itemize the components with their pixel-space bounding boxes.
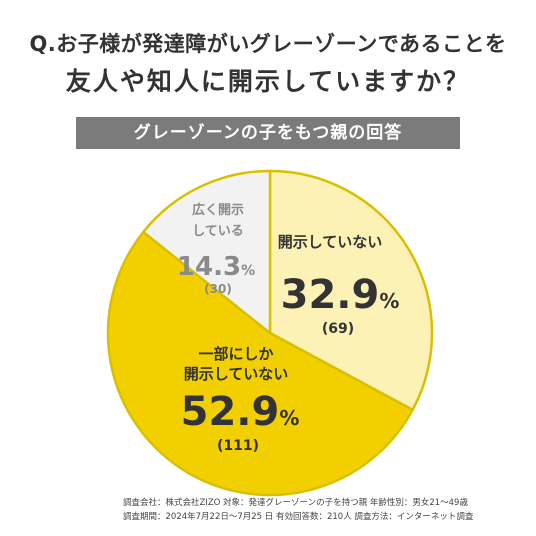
question-line-2: 友人や知人に開示していますか？: [65, 67, 471, 96]
slice-percent-unit-not-disclosed: %: [379, 289, 399, 313]
pie-slices: [106, 169, 434, 497]
slice-partially-disclosed: [106, 230, 414, 497]
slice-count-not-disclosed: (69): [322, 321, 354, 337]
slice-percent-value-widely: 14.3: [177, 252, 241, 282]
slice-percent-value-not-disclosed: 32.9: [281, 272, 380, 318]
footer-survey-info-1: 調査会社：株式会社ZIZO 対象：発達グレーゾーンの子を持つ親 年齢性別：男女2…: [123, 498, 468, 508]
slice-widely-disclosed: [142, 169, 272, 335]
slice-percent-value-partial: 52.9: [181, 389, 280, 435]
slice-label-partial-line2: 開示していない: [184, 365, 289, 383]
footer-survey-info-2: 調査期間：2024年7月22日〜7月25 日 有効回答数：210人 調査方法：イ…: [123, 512, 474, 522]
slice-label-widely-line2: している: [192, 224, 244, 239]
slice-label-partial-line1: 一部にしか: [198, 345, 273, 363]
slice-label-not-disclosed: 開示していない: [278, 233, 383, 251]
slice-label-widely-line1: 広く開示: [192, 202, 244, 218]
slice-count-widely: (30): [204, 282, 232, 296]
slice-count-partial: (111): [217, 438, 259, 454]
slice-percent-widely: 14.3%: [177, 252, 255, 282]
question-line-1: Q.お子様が発達障がいグレーゾーンであることを: [29, 32, 507, 56]
chart-title-banner: グレーゾーンの子をもつ親の回答: [76, 117, 460, 149]
slice-percent-unit-partial: %: [279, 406, 299, 430]
slice-percent-partial: 52.9%: [181, 389, 300, 435]
slice-percent-not-disclosed: 32.9%: [281, 272, 400, 318]
slice-not-disclosed: [268, 169, 434, 412]
slice-percent-unit-widely: %: [241, 263, 255, 279]
